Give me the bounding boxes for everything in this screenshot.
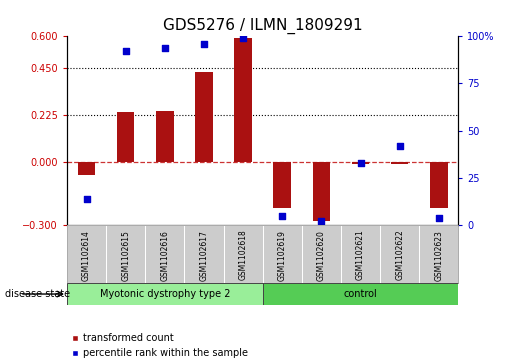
Text: Myotonic dystrophy type 2: Myotonic dystrophy type 2 [99,289,230,299]
Bar [67,225,106,283]
Bar [263,283,458,305]
Point [200,41,208,47]
Text: GSM1102623: GSM1102623 [434,230,443,281]
Text: GSM1102614: GSM1102614 [82,230,91,281]
Bar [234,38,252,162]
Point [317,219,325,224]
Bar [313,162,330,221]
Bar [145,225,184,283]
Point [278,213,286,219]
Bar [273,162,291,208]
Point [396,143,404,149]
Text: GSM1102616: GSM1102616 [160,230,169,281]
Bar [341,225,380,283]
Bar [380,225,419,283]
Text: GSM1102620: GSM1102620 [317,230,326,281]
Text: GSM1102618: GSM1102618 [238,230,248,281]
Bar [224,225,263,283]
Text: GSM1102615: GSM1102615 [121,230,130,281]
Bar [156,111,174,162]
Title: GDS5276 / ILMN_1809291: GDS5276 / ILMN_1809291 [163,17,363,33]
Bar [419,225,458,283]
Bar [352,162,369,164]
Bar [67,283,263,305]
Bar [195,72,213,162]
Point [239,35,247,41]
Bar [391,162,408,164]
Text: GSM1102621: GSM1102621 [356,230,365,281]
Bar [430,162,448,208]
Text: control: control [344,289,377,299]
Point [435,215,443,220]
Bar [106,225,145,283]
Point [82,196,91,201]
Bar [263,225,302,283]
Text: GSM1102622: GSM1102622 [395,230,404,281]
Bar [117,112,134,162]
Bar [184,225,224,283]
Legend: transformed count, percentile rank within the sample: transformed count, percentile rank withi… [72,333,248,358]
Bar [78,162,95,175]
Bar [302,225,341,283]
Point [356,160,365,166]
Text: GSM1102619: GSM1102619 [278,230,287,281]
Text: disease state: disease state [5,289,70,299]
Point [122,49,130,54]
Point [161,45,169,50]
Text: GSM1102617: GSM1102617 [199,230,209,281]
